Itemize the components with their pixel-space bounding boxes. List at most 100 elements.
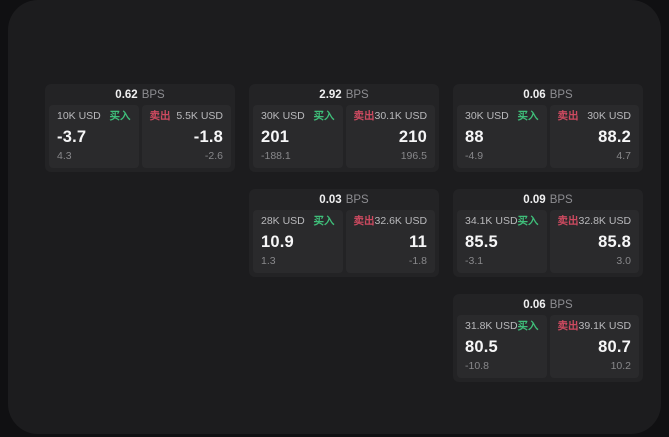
buy-notional: 28K USD — [261, 215, 305, 227]
buy-change: -3.1 — [465, 255, 484, 268]
quote-panels: 30K USD 买入 201 -188.1 卖出 30.1K USD 210 1… — [253, 105, 435, 168]
bps-header: 0.06 BPS — [457, 294, 639, 315]
buy-panel[interactable]: 30K USD 买入 88 -4.9 — [457, 105, 547, 168]
buy-side-label: 买入 — [313, 110, 335, 122]
buy-side-label: 买入 — [517, 110, 539, 122]
sell-price: -1.8 — [193, 127, 223, 146]
buy-top-row: 10K USD 买入 — [57, 110, 131, 123]
quote-panels: 34.1K USD 买入 85.5 -3.1 卖出 32.8K USD 85.8… — [457, 210, 639, 273]
bps-value: 0.06 — [523, 298, 546, 311]
buy-price: 85.5 — [465, 232, 498, 251]
sell-change: 3.0 — [616, 255, 631, 268]
buy-price: 88 — [465, 127, 484, 146]
bps-unit-label: BPS — [549, 298, 573, 311]
quote-card: 0.06 BPS 31.8K USD 买入 80.5 -10.8 卖出 39.1… — [453, 294, 643, 382]
buy-change: 1.3 — [261, 255, 276, 268]
quote-card: 0.62 BPS 10K USD 买入 -3.7 4.3 卖出 5.5K USD — [45, 84, 235, 172]
sell-price: 88.2 — [598, 127, 631, 146]
buy-change: -4.9 — [465, 150, 484, 163]
buy-panel[interactable]: 28K USD 买入 10.9 1.3 — [253, 210, 343, 273]
sell-price: 85.8 — [598, 232, 631, 251]
bps-unit-label: BPS — [345, 88, 369, 101]
bps-header: 0.06 BPS — [457, 84, 639, 105]
bps-header: 0.62 BPS — [49, 84, 231, 105]
sell-panel[interactable]: 卖出 39.1K USD 80.7 10.2 — [549, 315, 639, 378]
buy-panel[interactable]: 34.1K USD 买入 85.5 -3.1 — [457, 210, 547, 273]
sell-notional: 30.1K USD — [374, 110, 428, 122]
buy-side-label: 买入 — [517, 215, 539, 227]
sell-change: 196.5 — [400, 150, 427, 163]
sell-change: -2.6 — [204, 150, 223, 163]
buy-top-row: 34.1K USD 买入 — [465, 215, 539, 228]
sell-change: 4.7 — [616, 150, 631, 163]
sell-panel[interactable]: 卖出 30K USD 88.2 4.7 — [549, 105, 639, 168]
sell-notional: 32.8K USD — [578, 215, 632, 227]
buy-notional: 30K USD — [261, 110, 305, 122]
sell-change: -1.8 — [408, 255, 427, 268]
sell-notional: 5.5K USD — [176, 110, 223, 122]
bps-header: 0.09 BPS — [457, 189, 639, 210]
bps-unit-label: BPS — [345, 193, 369, 206]
buy-top-row: 30K USD 买入 — [465, 110, 539, 123]
buy-side-label: 买入 — [517, 320, 539, 332]
bps-value: 0.62 — [115, 88, 138, 101]
bps-unit-label: BPS — [141, 88, 165, 101]
buy-price: -3.7 — [57, 127, 87, 146]
sell-panel[interactable]: 卖出 32.6K USD 11 -1.8 — [345, 210, 435, 273]
buy-top-row: 31.8K USD 买入 — [465, 320, 539, 333]
sell-panel[interactable]: 卖出 30.1K USD 210 196.5 — [345, 105, 435, 168]
buy-change: -188.1 — [261, 150, 291, 163]
sell-price: 210 — [398, 127, 427, 146]
sell-side-label: 卖出 — [149, 110, 171, 122]
sell-notional: 32.6K USD — [374, 215, 428, 227]
buy-panel[interactable]: 30K USD 买入 201 -188.1 — [253, 105, 343, 168]
sell-notional: 39.1K USD — [578, 320, 632, 332]
sell-top-row: 卖出 30K USD — [557, 110, 632, 123]
buy-panel[interactable]: 10K USD 买入 -3.7 4.3 — [49, 105, 139, 168]
quote-card: 2.92 BPS 30K USD 买入 201 -188.1 卖出 30.1K … — [249, 84, 439, 172]
quote-panels: 28K USD 买入 10.9 1.3 卖出 32.6K USD 11 -1.8 — [253, 210, 435, 273]
bps-value: 0.06 — [523, 88, 546, 101]
sell-side-label: 卖出 — [557, 320, 579, 332]
sell-panel[interactable]: 卖出 32.8K USD 85.8 3.0 — [549, 210, 639, 273]
sell-side-label: 卖出 — [557, 110, 579, 122]
quote-panels: 30K USD 买入 88 -4.9 卖出 30K USD 88.2 4.7 — [457, 105, 639, 168]
app-window: 0.62 BPS 10K USD 买入 -3.7 4.3 卖出 5.5K USD — [8, 0, 661, 434]
bps-value: 2.92 — [319, 88, 342, 101]
buy-notional: 10K USD — [57, 110, 101, 122]
quote-card: 0.03 BPS 28K USD 买入 10.9 1.3 卖出 32.6K US… — [249, 189, 439, 277]
sell-panel[interactable]: 卖出 5.5K USD -1.8 -2.6 — [141, 105, 231, 168]
sell-price: 11 — [409, 232, 427, 251]
bps-header: 0.03 BPS — [253, 189, 435, 210]
sell-top-row: 卖出 32.6K USD — [353, 215, 428, 228]
sell-change: 10.2 — [610, 360, 631, 373]
quote-card: 0.06 BPS 30K USD 买入 88 -4.9 卖出 30K USD — [453, 84, 643, 172]
sell-top-row: 卖出 32.8K USD — [557, 215, 632, 228]
buy-notional: 30K USD — [465, 110, 509, 122]
sell-side-label: 卖出 — [353, 215, 375, 227]
quote-panels: 31.8K USD 买入 80.5 -10.8 卖出 39.1K USD 80.… — [457, 315, 639, 378]
buy-price: 201 — [261, 127, 290, 146]
buy-notional: 34.1K USD — [465, 215, 518, 227]
buy-price: 80.5 — [465, 337, 498, 356]
sell-top-row: 卖出 39.1K USD — [557, 320, 632, 333]
bps-value: 0.09 — [523, 193, 546, 206]
bps-unit-label: BPS — [549, 193, 573, 206]
quote-panels: 10K USD 买入 -3.7 4.3 卖出 5.5K USD -1.8 -2.… — [49, 105, 231, 168]
buy-side-label: 买入 — [109, 110, 131, 122]
sell-top-row: 卖出 5.5K USD — [149, 110, 224, 123]
buy-price: 10.9 — [261, 232, 294, 251]
sell-side-label: 卖出 — [353, 110, 375, 122]
buy-notional: 31.8K USD — [465, 320, 518, 332]
buy-side-label: 买入 — [313, 215, 335, 227]
buy-change: 4.3 — [57, 150, 72, 163]
buy-panel[interactable]: 31.8K USD 买入 80.5 -10.8 — [457, 315, 547, 378]
bps-header: 2.92 BPS — [253, 84, 435, 105]
quote-card: 0.09 BPS 34.1K USD 买入 85.5 -3.1 卖出 32.8K… — [453, 189, 643, 277]
sell-side-label: 卖出 — [557, 215, 579, 227]
bps-value: 0.03 — [319, 193, 342, 206]
sell-top-row: 卖出 30.1K USD — [353, 110, 428, 123]
sell-notional: 30K USD — [587, 110, 631, 122]
buy-change: -10.8 — [465, 360, 489, 373]
